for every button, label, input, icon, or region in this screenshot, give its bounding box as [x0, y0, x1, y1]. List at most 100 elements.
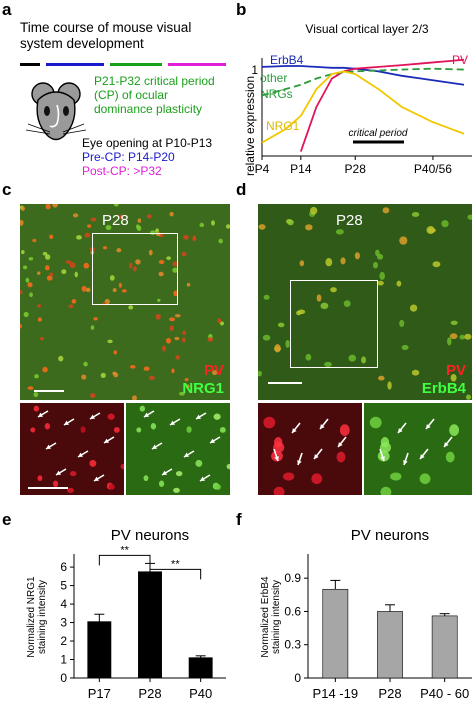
bar-chart-ytick-label: 1	[60, 653, 67, 667]
cell-body	[113, 350, 117, 355]
timeline-segment-cp	[110, 63, 162, 66]
cell-body	[87, 224, 92, 228]
cell-body	[158, 480, 165, 487]
cell-body	[158, 259, 165, 265]
cell-body	[107, 413, 115, 420]
chart-b-xtick-label: P4	[255, 162, 270, 176]
cell-body	[449, 424, 460, 436]
micrograph-d: P28 PV ErbB4	[258, 204, 472, 400]
bar-chart-ytick-label: 0.3	[284, 638, 301, 652]
bar-chart-ytick-label: 0.6	[284, 604, 301, 618]
cell-body	[22, 265, 28, 270]
bar-chart-xtick-label: P14 -19	[313, 686, 359, 701]
pre-cp-text: Pre-CP: P14-P20	[82, 150, 175, 164]
cell-body	[225, 224, 230, 229]
cell-body	[211, 370, 218, 376]
cell-body	[273, 442, 285, 453]
cell-body	[29, 292, 33, 297]
bar-chart-xtick-label: P40	[189, 686, 212, 701]
cell-body	[85, 287, 91, 293]
arrow-head	[292, 428, 297, 433]
chart-b: relative expression 1 critical period Er…	[243, 53, 472, 176]
age-label-c: P28	[102, 212, 129, 229]
cell-body	[199, 222, 205, 228]
cell-body	[158, 271, 164, 277]
erbb4-series-label: ErbB4	[270, 53, 304, 67]
cell-body	[207, 337, 214, 342]
bar-chart-xtick-label: P28	[138, 686, 161, 701]
cell-body	[52, 204, 58, 208]
cell-body	[449, 333, 458, 340]
arrow-head	[444, 442, 449, 447]
cell-body	[129, 262, 133, 269]
cell-body	[80, 426, 86, 433]
timeline-bar	[20, 63, 226, 66]
cell-body	[20, 324, 22, 329]
bar-chart-title: PV neurons	[111, 527, 189, 544]
cell-body	[305, 353, 312, 361]
cell-body	[33, 392, 39, 398]
cell-body	[263, 416, 276, 429]
cell-body	[340, 257, 346, 265]
significance-label: **	[120, 544, 129, 556]
chart-b-ylabel: relative expression	[243, 76, 257, 176]
cell-body	[120, 463, 124, 470]
arrow-head	[90, 414, 95, 419]
series-line-2	[261, 67, 465, 97]
bar-chart-ylabel-line2: staining intensity	[37, 580, 48, 654]
cell-body	[390, 472, 402, 481]
cell-body	[37, 271, 41, 275]
cell-body	[325, 258, 333, 267]
chart-b-xtick-label: P40/56	[414, 162, 452, 176]
cell-body	[258, 370, 262, 377]
bar-chart-ytick-label: 0	[294, 671, 301, 685]
cell-body	[83, 262, 90, 269]
cell-body	[109, 275, 115, 281]
cell-body	[219, 426, 226, 433]
arrow-head	[162, 470, 167, 475]
bar-chart-xtick-label: P28	[378, 686, 401, 701]
arrow-head	[64, 420, 69, 425]
cell-body	[277, 322, 285, 328]
cell-body	[186, 282, 191, 287]
cell-body	[128, 305, 134, 310]
cell-body	[21, 206, 25, 211]
arrow-head	[184, 452, 189, 457]
cell-body	[186, 426, 192, 433]
cell-body	[58, 355, 64, 362]
cell-body	[354, 252, 360, 260]
arrow-head	[104, 438, 109, 443]
panel-d-label: d	[236, 180, 247, 199]
cell-body	[171, 368, 175, 374]
chart-b-title: Visual cortical layer 2/3	[305, 22, 429, 36]
cell-body	[45, 204, 51, 210]
arrow-head	[420, 454, 425, 459]
cell-body	[411, 369, 420, 376]
panel-b-label: b	[236, 0, 247, 19]
nrg1-series-label: NRG1	[266, 119, 300, 133]
arrow-head	[94, 476, 99, 481]
arrow-head	[426, 424, 431, 429]
cell-body	[316, 294, 322, 302]
cell-body	[150, 423, 157, 430]
cell-body	[320, 302, 329, 309]
cell-body	[387, 381, 392, 390]
cell-body	[214, 483, 221, 490]
inset-c-green	[126, 403, 230, 495]
cell-body	[40, 336, 44, 341]
timeline-segment-post-cp	[168, 63, 226, 66]
stain-pv-d: PV	[445, 362, 466, 379]
cell-body	[65, 260, 72, 264]
cell-body	[27, 386, 34, 390]
cell-body	[411, 212, 420, 217]
cell-body	[219, 321, 225, 326]
bar	[188, 657, 213, 679]
cell-body	[419, 473, 431, 485]
arrow-head	[210, 438, 215, 443]
significance-label: **	[171, 558, 180, 570]
critical-period-text: P21-P32 critical period (CP) of ocular d…	[94, 74, 215, 116]
arrow-head	[46, 444, 51, 449]
cell-body	[324, 361, 332, 367]
inset-d-green	[364, 403, 472, 495]
cell-body	[192, 236, 197, 242]
